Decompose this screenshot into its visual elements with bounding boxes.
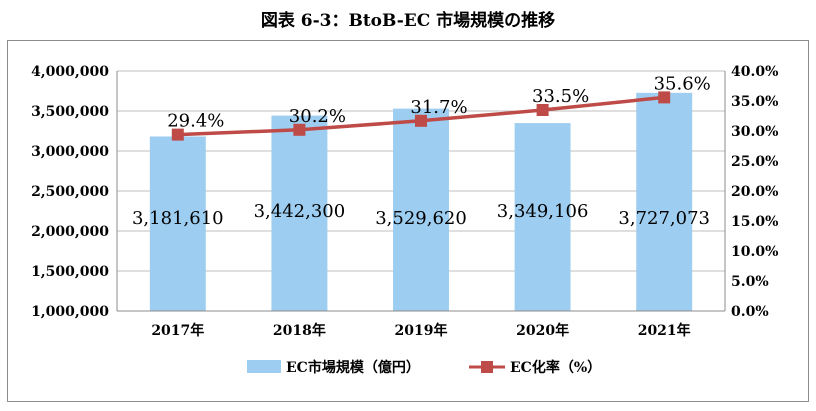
y-right-tick-label: 5.0% <box>731 274 769 290</box>
bar <box>271 115 328 311</box>
y-left-tick-label: 1,500,000 <box>31 264 109 280</box>
line-point <box>658 91 671 104</box>
line-point <box>293 123 306 136</box>
line-data-label: 33.5% <box>532 86 589 107</box>
y-right-tick-label: 30.0% <box>731 124 778 140</box>
y-right-tick-label: 35.0% <box>731 94 778 110</box>
line-data-label: 29.4% <box>167 111 224 132</box>
y-left-tick-label: 3,000,000 <box>31 144 109 160</box>
line-point <box>171 128 184 141</box>
y-left-tick-label: 2,500,000 <box>31 184 109 200</box>
x-tick-label: 2017年 <box>151 322 204 339</box>
y-right-tick-label: 10.0% <box>731 244 778 260</box>
y-right-tick-label: 15.0% <box>731 214 778 230</box>
chart-title: 図表 6-3：BtoB-EC 市場規模の推移 <box>260 11 556 31</box>
chart: 1,000,000 1,500,000 2,000,000 2,500,000 3,00… <box>31 64 778 376</box>
x-tick-label: 2019年 <box>395 322 448 339</box>
bar <box>149 136 206 311</box>
line-point <box>415 114 427 127</box>
legend-label-line: EC化率（%） <box>510 359 601 376</box>
y-left-tick-label: 2,000,000 <box>31 224 109 240</box>
bar-data-label: 3,349,106 <box>497 201 589 222</box>
y-left-tick-label: 3,500,000 <box>31 104 109 120</box>
line-point <box>536 104 549 116</box>
x-tick-label: 2018年 <box>273 322 326 339</box>
legend-label-bar: EC市場規模（億円） <box>286 359 420 376</box>
chart-frame: 1,000,000 1,500,000 2,000,000 2,500,000 3,00… <box>7 40 809 402</box>
bar-data-label: 3,181,610 <box>132 208 224 229</box>
line-data-label: 35.6% <box>654 73 711 94</box>
bar-data-label: 3,442,300 <box>254 201 346 222</box>
y-right-tick-label: 40.0% <box>731 64 778 80</box>
bar-data-label: 3,529,620 <box>375 208 467 229</box>
bar-data-label: 3,727,073 <box>618 208 710 229</box>
y-right-tick-label: 20.0% <box>731 184 778 200</box>
legend-marker-line <box>481 361 493 373</box>
bar <box>636 92 693 311</box>
line-data-label: 30.2% <box>289 106 346 127</box>
y-right-tick-label: 25.0% <box>731 154 778 170</box>
bar <box>514 123 571 311</box>
line-data-label: 31.7% <box>410 97 467 118</box>
x-tick-label: 2021年 <box>638 322 691 339</box>
x-tick-label: 2020年 <box>516 322 569 339</box>
legend-swatch-bar <box>247 360 281 373</box>
bar <box>393 108 449 311</box>
y-left-tick-label: 1,000,000 <box>31 304 109 320</box>
y-left-tick-label: 4,000,000 <box>31 64 109 80</box>
y-right-tick-label: 0.0% <box>731 304 769 320</box>
